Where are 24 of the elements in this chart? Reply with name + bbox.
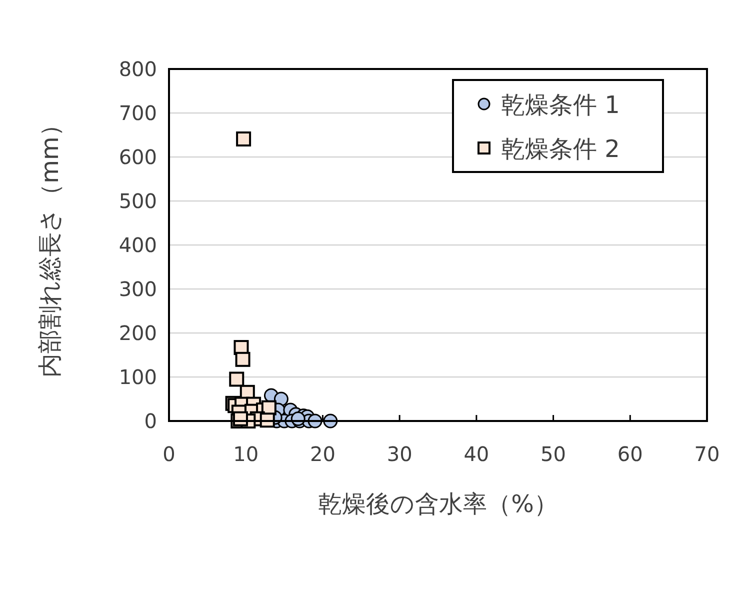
point bbox=[229, 372, 244, 387]
y-tick-label: 300 bbox=[118, 277, 157, 301]
legend-label: 乾燥条件 2 bbox=[501, 135, 620, 163]
y-tick-label: 0 bbox=[144, 409, 157, 433]
x-tick-label: 30 bbox=[386, 442, 412, 466]
x-tick-label: 40 bbox=[464, 442, 490, 466]
legend-label: 乾燥条件 1 bbox=[501, 91, 620, 119]
y-axis-title: 内部割れ総長さ（mm） bbox=[36, 112, 64, 378]
y-tick-label: 400 bbox=[118, 233, 157, 257]
x-tick-label: 0 bbox=[162, 442, 176, 466]
x-tick-label: 60 bbox=[617, 442, 643, 466]
x-tick-label: 70 bbox=[694, 442, 720, 466]
x-axis-title: 乾燥後の含水率（%） bbox=[318, 490, 558, 518]
point bbox=[235, 352, 250, 367]
y-tick-label: 600 bbox=[118, 145, 157, 169]
y-tick-label: 200 bbox=[118, 321, 157, 345]
y-tick-label: 800 bbox=[118, 57, 157, 81]
y-tick-label: 500 bbox=[118, 189, 157, 213]
x-tick-label: 20 bbox=[310, 442, 336, 466]
y-tick-label: 100 bbox=[118, 365, 157, 389]
point bbox=[236, 131, 252, 146]
x-tick-label: 10 bbox=[233, 442, 259, 466]
x-tick-label: 50 bbox=[540, 442, 566, 466]
y-tick-label: 700 bbox=[118, 101, 157, 125]
